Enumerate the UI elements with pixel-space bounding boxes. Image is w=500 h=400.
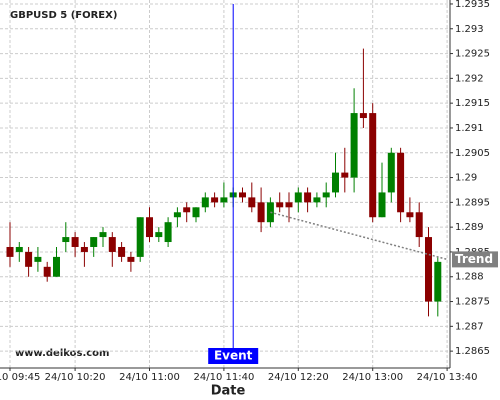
event-label-box [208, 348, 259, 364]
candle-body [378, 192, 386, 218]
candle-body [220, 197, 228, 203]
candle-body [6, 246, 14, 257]
candle-body [183, 207, 191, 213]
candle-body [397, 152, 405, 213]
candle-body [192, 207, 200, 218]
trend-label: Trend [455, 252, 493, 266]
candle-body [406, 212, 414, 218]
candle-body [285, 202, 293, 208]
x-tick-label: 24/10 13:40 [417, 372, 478, 383]
candle-body [43, 266, 51, 277]
candle-body [155, 232, 163, 238]
candle-body [387, 152, 395, 193]
y-tick-label: 1.2915 [455, 98, 490, 109]
candle-body [118, 246, 126, 257]
chart-title: GBPUSD 5 (FOREX) [10, 10, 117, 21]
candle-body [164, 222, 172, 243]
candle-body [332, 172, 339, 193]
y-tick-label: 1.2875 [455, 297, 490, 308]
candle-body [350, 113, 358, 178]
x-tick-label: 24/10 11:00 [119, 372, 180, 383]
x-tick-label: 24/10 12:20 [268, 372, 329, 383]
candle-body [434, 261, 442, 302]
y-tick-label: 1.292 [455, 73, 484, 84]
trend-label-box [452, 251, 498, 268]
candle-body [146, 217, 153, 238]
y-tick-label: 1.2925 [455, 49, 490, 60]
y-tick-label: 1.293 [455, 24, 484, 35]
candle-body [80, 246, 88, 252]
candle-body [201, 197, 209, 208]
candle-body [53, 256, 60, 277]
watermark: www.delkos.com [15, 348, 109, 359]
y-tick-label: 1.2895 [455, 197, 490, 208]
x-tick-label: 24/10 11:40 [193, 372, 254, 383]
candle-body [304, 192, 312, 203]
candle-body [276, 202, 284, 208]
candle-body [71, 237, 79, 247]
candle-body [173, 212, 181, 218]
y-tick-label: 1.2905 [455, 148, 490, 159]
candle-body [34, 256, 42, 262]
candle-body [127, 256, 135, 262]
event-label: Event [214, 349, 253, 363]
y-tick-label: 1.29 [455, 173, 477, 184]
candle-body [90, 237, 98, 247]
y-tick-label: 1.2865 [455, 346, 490, 357]
y-tick-label: 1.2935 [455, 0, 490, 10]
candle-body [136, 217, 144, 257]
candle-body [415, 212, 423, 238]
candle-body [266, 202, 274, 223]
candle-body [322, 192, 330, 198]
candle-body [369, 113, 377, 218]
x-tick-label: 24/10 13:00 [342, 372, 403, 383]
y-tick-label: 1.288 [455, 272, 484, 283]
x-axis-title: Date [211, 384, 246, 399]
x-tick-label: 24/10 09:45 [0, 372, 40, 383]
candle-body [99, 232, 107, 238]
y-tick-label: 1.287 [455, 321, 484, 332]
candle-body [62, 237, 70, 243]
candle-body [248, 197, 256, 208]
y-tick-label: 1.291 [455, 123, 484, 134]
candle-body [359, 113, 367, 119]
candle-body [294, 192, 302, 203]
y-tick-label: 1.289 [455, 222, 484, 233]
candle-body [25, 251, 33, 267]
candle-body [211, 197, 219, 203]
candle-body [257, 202, 265, 223]
trend-line [270, 211, 448, 261]
candle-body [239, 192, 246, 198]
candle-body [313, 197, 321, 203]
candle-body [108, 237, 116, 252]
candle-body [341, 172, 349, 178]
x-tick-label: 24/10 10:20 [45, 372, 106, 383]
candle-body [425, 237, 432, 302]
candle-body [15, 246, 23, 252]
